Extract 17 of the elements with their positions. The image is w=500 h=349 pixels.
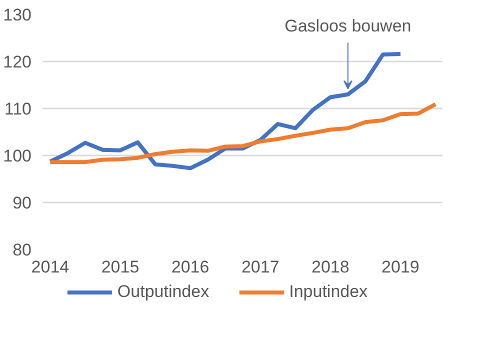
- y-tick-label: 80: [12, 240, 32, 260]
- y-tick-label: 100: [3, 146, 32, 166]
- x-tick-label: 2016: [171, 258, 210, 276]
- y-tick-label: 130: [3, 6, 32, 24]
- y-tick-label: 110: [4, 100, 32, 118]
- x-tick-label: 2018: [312, 258, 350, 276]
- legend-label: Outputindex: [117, 282, 210, 302]
- x-tick-label: 2017: [241, 258, 280, 276]
- line-series: [48, 102, 438, 164]
- x-tick-label: 2014: [31, 258, 70, 276]
- x-tick-label: 2019: [382, 258, 420, 276]
- line-series: [48, 52, 402, 170]
- x-tick-label: 2015: [101, 258, 140, 276]
- annotation: Gasloos bouwen: [284, 16, 412, 36]
- legend-label: Inputindex: [289, 282, 368, 302]
- y-tick-label: 90: [12, 194, 32, 212]
- y-tick-label: 120: [3, 52, 32, 72]
